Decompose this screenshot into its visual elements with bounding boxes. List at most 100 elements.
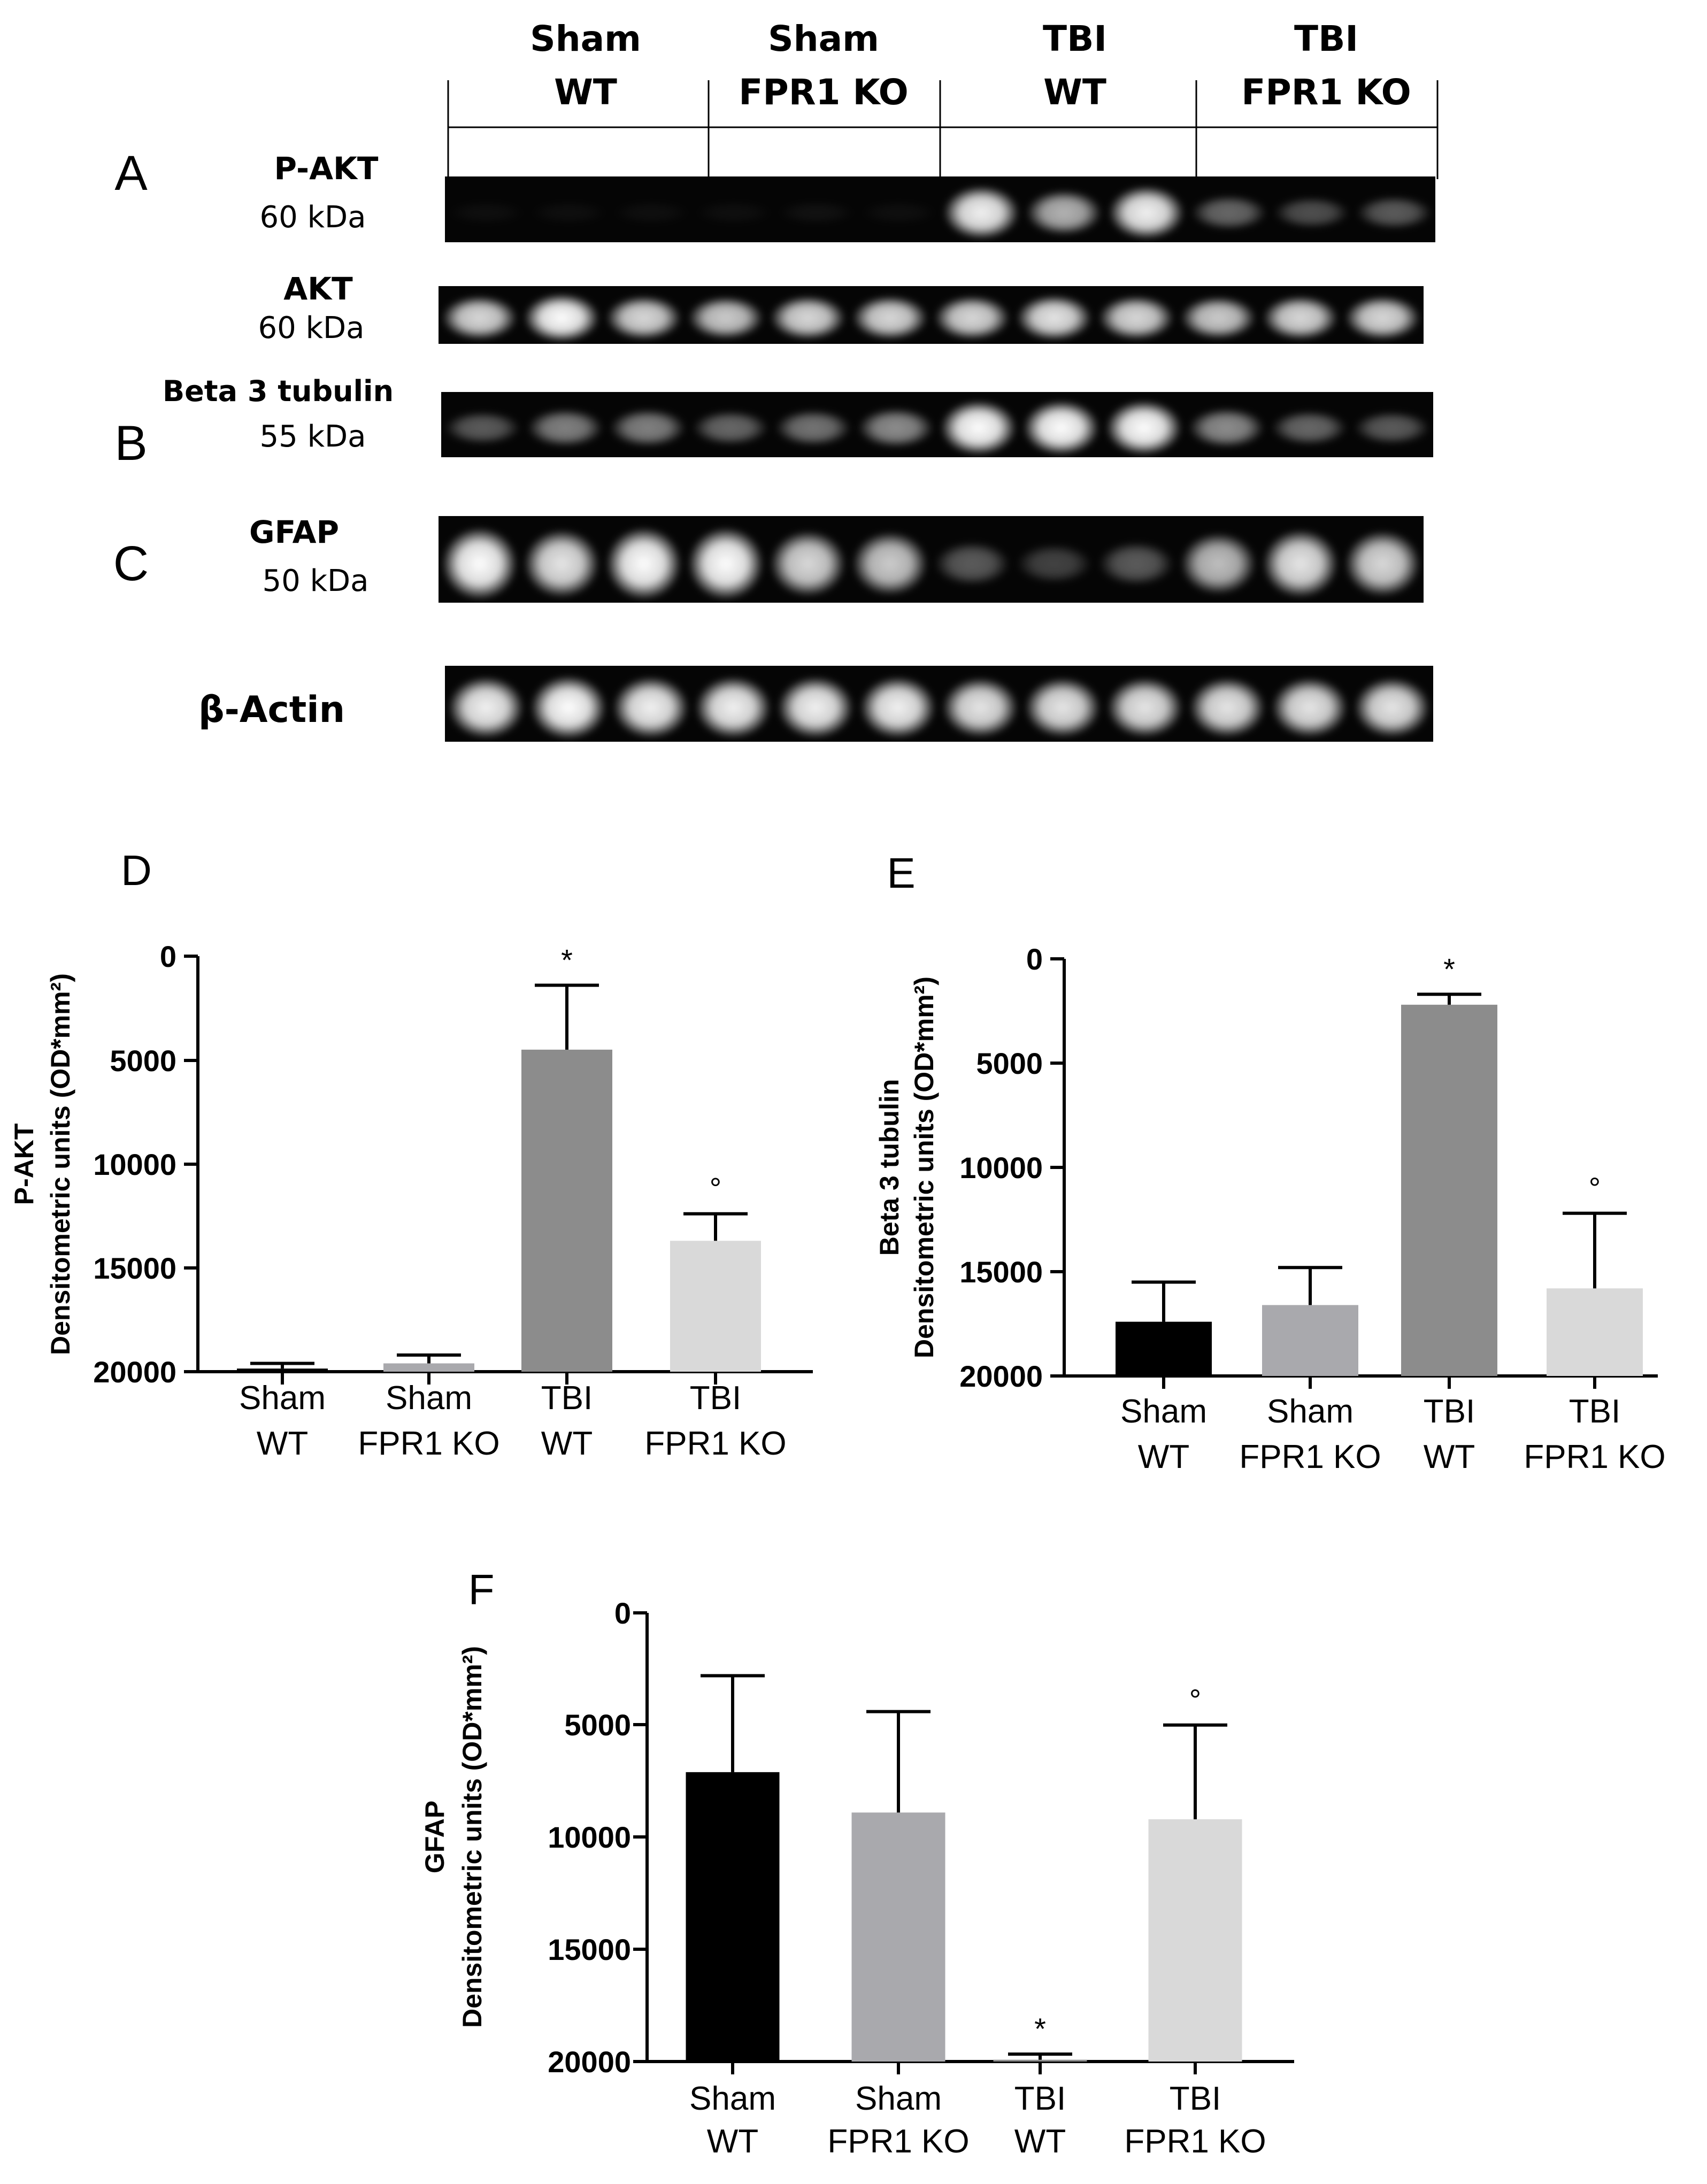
y-tick-label: 15000 (959, 1255, 1043, 1289)
blot-band (688, 296, 764, 340)
bar (1547, 1288, 1643, 1376)
bar (1401, 1004, 1497, 1376)
blot-band (852, 532, 928, 596)
blot-band (1188, 408, 1265, 448)
y-tick-label: 20000 (548, 2045, 631, 2079)
x-category-label-line1: Sham (386, 1380, 472, 1417)
blot-row-label: Beta 3 tubulin (163, 374, 394, 408)
blot-band (1098, 296, 1174, 340)
blot-band (613, 676, 689, 739)
significance-mark: * (1443, 952, 1455, 986)
blot-band (770, 296, 846, 340)
bar (851, 1812, 945, 2062)
chart-panel-letter: D (121, 847, 152, 894)
x-category-label-line1: TBI (541, 1380, 593, 1417)
chart-f-gfap: F 0 5000 10000 15000 20000 GFAP Densitometric u… (420, 1566, 1294, 2160)
significance-mark: ° (1189, 1683, 1201, 1717)
blot-band (527, 409, 603, 447)
y-tick-label: 20000 (93, 1355, 176, 1389)
x-category-label-line2: FPR1 KO (1239, 1439, 1381, 1475)
x-category-label-line1: Sham (239, 1380, 326, 1417)
bar (1116, 1321, 1212, 1376)
blot-panel-letter: B (114, 416, 147, 471)
blot-band (524, 529, 599, 598)
y-tick-label: 0 (160, 940, 176, 973)
blot-band (1105, 400, 1182, 456)
bar (1148, 1819, 1242, 2062)
blot-band (1108, 186, 1185, 240)
blot-band (1344, 530, 1420, 597)
significance-mark: * (561, 943, 573, 976)
y-tick-label: 10000 (959, 1151, 1043, 1185)
blot-band (1356, 196, 1432, 229)
blot-band (692, 410, 769, 445)
blot-band (696, 201, 772, 224)
blot-band (448, 202, 525, 224)
bar (383, 1363, 474, 1372)
y-tick-label: 5000 (110, 1044, 176, 1078)
chart-panel-letter: F (468, 1566, 495, 1613)
blot-band (1344, 296, 1420, 340)
significance-mark: * (1034, 2012, 1046, 2045)
blot-row-label: AKT (283, 271, 353, 307)
x-category-label-line1: Sham (855, 2080, 942, 2117)
blot-band (530, 675, 606, 740)
blot-row-kda: 60 kDa (258, 311, 365, 345)
y-tick-label: 15000 (548, 1933, 631, 1966)
blot-band (778, 676, 854, 739)
group-header-line1: TBI (1294, 18, 1358, 59)
y-tick-label: 0 (614, 1596, 631, 1630)
x-category-label-line2: WT (541, 1425, 593, 1462)
blot-strip (441, 392, 1433, 457)
blot-band (1271, 410, 1348, 445)
blot-row-kda: 50 kDa (263, 564, 369, 598)
y-axis-label-line1: GFAP (420, 1801, 450, 1873)
blot-band (1025, 678, 1101, 738)
blot-band (770, 530, 846, 597)
blot-band (852, 296, 928, 340)
x-category-label-line1: TBI (690, 1380, 741, 1417)
blot-band (858, 408, 934, 448)
y-axis-label-line2: Densitometric units (OD*mm²) (457, 1646, 487, 2028)
blot-band (934, 296, 1010, 340)
y-tick-label: 10000 (93, 1148, 176, 1181)
group-header-line1: TBI (1043, 18, 1107, 59)
blot-band (610, 409, 686, 447)
blot-panel-letter: A (114, 146, 148, 201)
bar (237, 1368, 328, 1372)
blot-row-kda: 60 kDa (260, 200, 366, 235)
y-tick-label: 20000 (959, 1359, 1043, 1393)
blot-band (1026, 190, 1102, 235)
blot-band (1273, 197, 1350, 228)
x-category-label-line2: WT (1138, 1439, 1189, 1475)
blot-band (442, 527, 518, 601)
blot-band (524, 294, 599, 342)
blot-row-label: P-AKT (274, 150, 379, 187)
y-tick-label: 0 (1026, 942, 1043, 976)
group-header-line2: FPR1 KO (1241, 72, 1411, 113)
x-category-label-line2: FPR1 KO (1124, 2123, 1266, 2160)
blot-band (1263, 529, 1339, 598)
blot-band (1016, 295, 1092, 341)
blot-band (448, 676, 524, 739)
x-category-label-line1: TBI (1569, 1393, 1620, 1430)
chart-e-beta3-tubulin: E 0 5000 10000 15000 20000 Beta 3 tubulin Densi… (874, 849, 1666, 1475)
x-category-label-line2: FPR1 KO (827, 2123, 969, 2160)
y-tick-label: 10000 (548, 1820, 631, 1854)
x-category-label-line2: WT (1424, 1439, 1475, 1475)
x-category-label-line1: TBI (1014, 2080, 1066, 2117)
blot-band (1191, 195, 1267, 230)
blot-band (1023, 400, 1099, 456)
blot-band (1354, 678, 1430, 738)
blot-band (688, 527, 764, 601)
blot-band (860, 201, 937, 224)
blot-band (942, 678, 1018, 738)
y-axis-label-line2: Densitometric units (OD*mm²) (909, 976, 939, 1358)
y-tick-label: 5000 (564, 1708, 631, 1742)
blot-band (442, 296, 518, 340)
significance-mark: ° (710, 1172, 721, 1205)
bar (993, 2059, 1087, 2062)
blot-band (1098, 542, 1174, 586)
blot-band (606, 527, 682, 601)
